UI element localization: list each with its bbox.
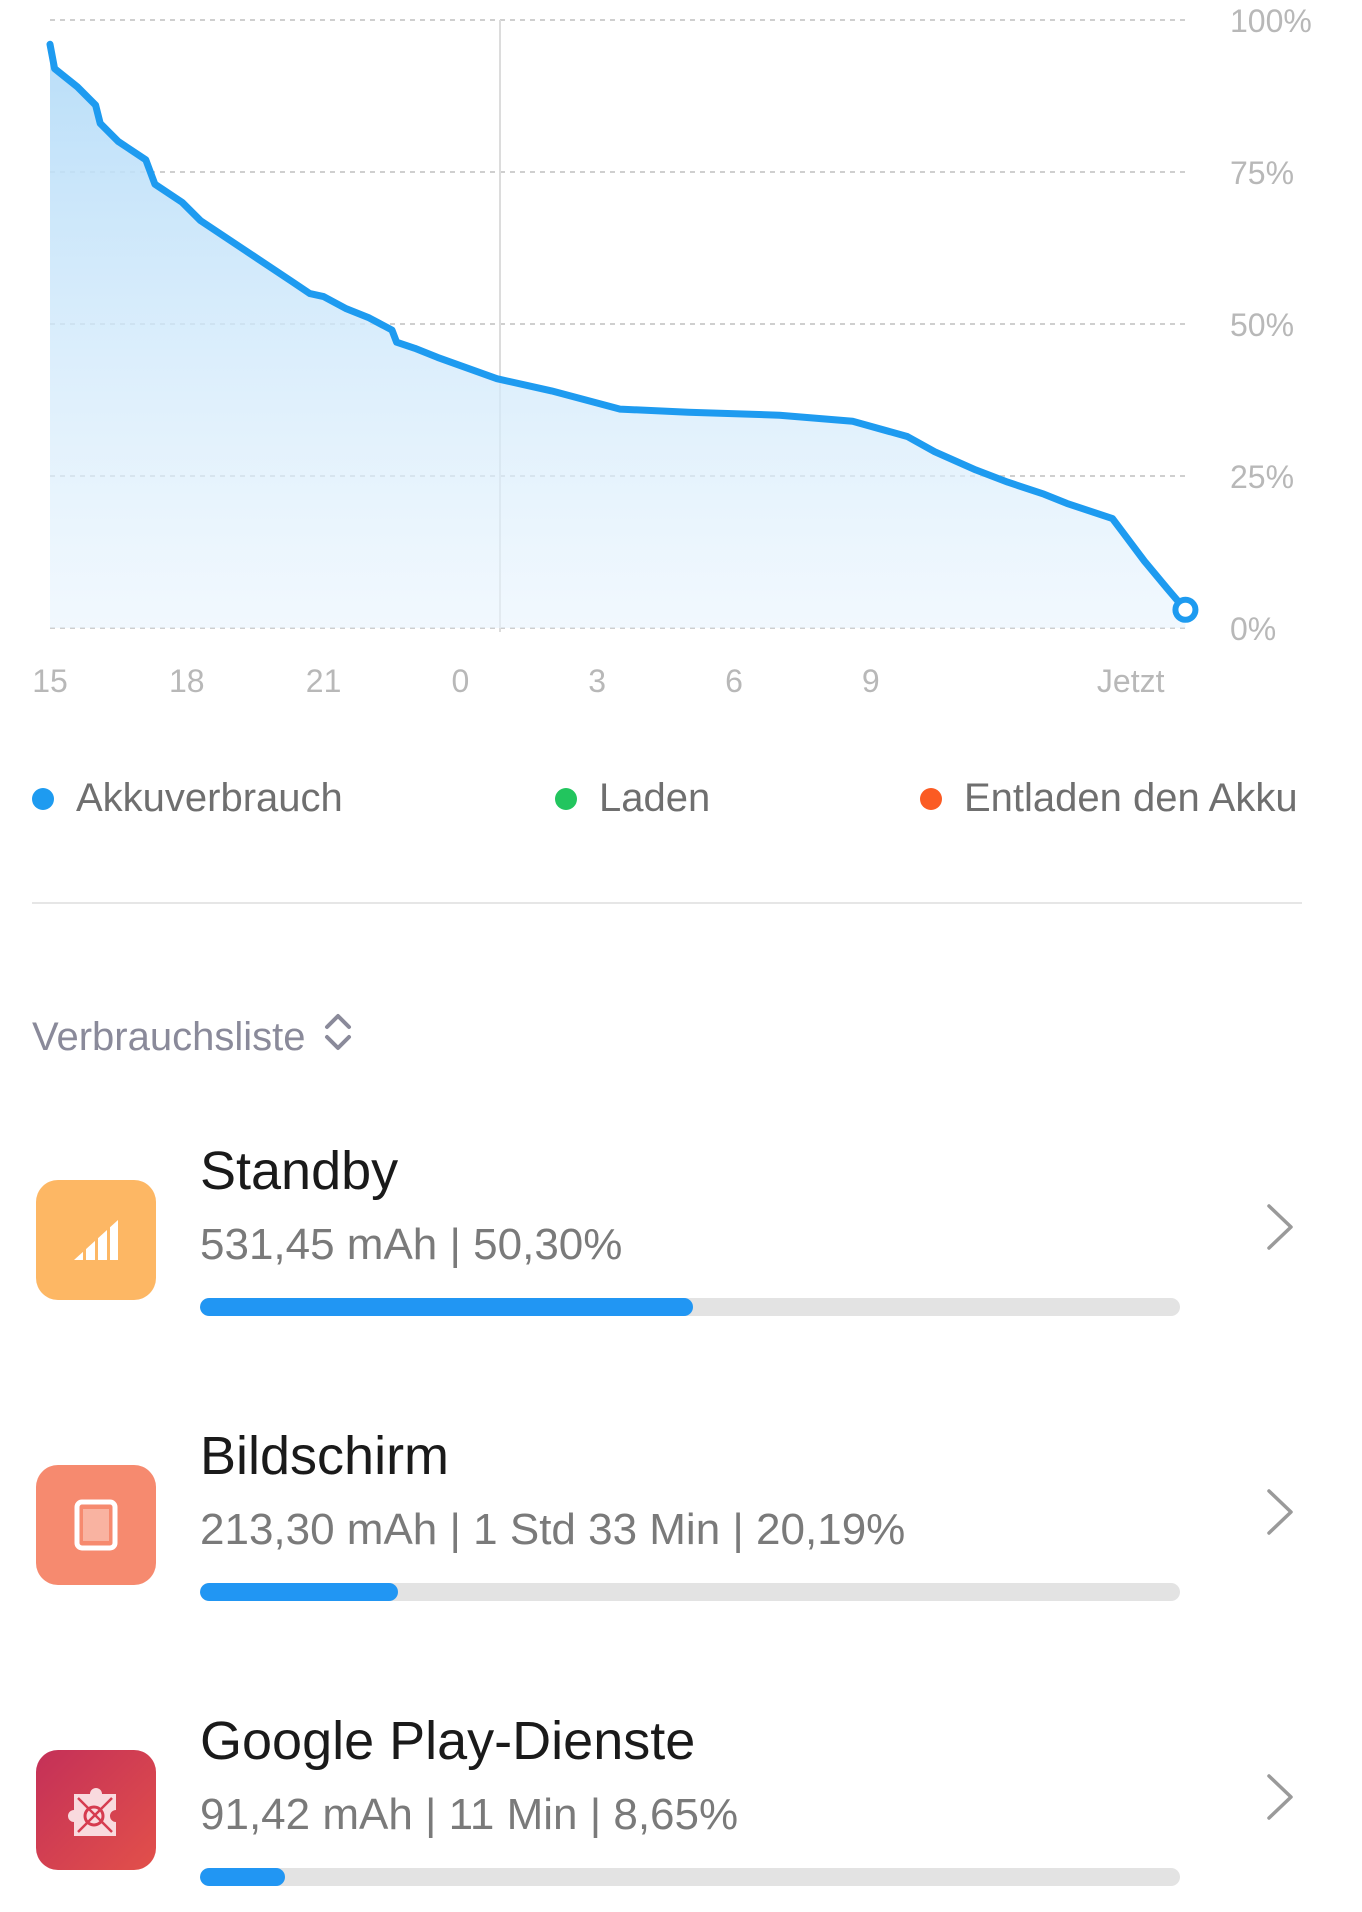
item-title: Standby xyxy=(200,1141,399,1201)
screen-icon xyxy=(36,1465,156,1585)
legend-label: Akkuverbrauch xyxy=(76,776,343,820)
legend-item-laden: Laden xyxy=(555,776,710,821)
google-play-services-icon xyxy=(36,1750,156,1870)
x-tick-label: 18 xyxy=(169,663,205,699)
sort-updown-icon xyxy=(321,1010,355,1064)
list-item-standby[interactable]: Standby 531,45 mAh | 50,30% xyxy=(0,1140,1362,1340)
item-usage-detail: 91,42 mAh | 11 Min | 8,65% xyxy=(200,1790,739,1839)
legend-dot-blue xyxy=(32,787,54,810)
y-tick-label: 25% xyxy=(1230,459,1294,495)
usage-progress-bar xyxy=(200,1868,1180,1886)
item-usage-detail: 531,45 mAh | 50,30% xyxy=(200,1220,623,1269)
item-title: Google Play-Dienste xyxy=(200,1711,696,1771)
usage-progress-fill xyxy=(200,1868,285,1886)
legend-label: Entladen den Akku xyxy=(964,776,1298,820)
x-tick-label: 0 xyxy=(452,663,470,699)
chart-legend: Akkuverbrauch Laden Entladen den Akku xyxy=(0,776,1362,836)
signal-bars-icon xyxy=(36,1180,156,1300)
current-level-marker xyxy=(1172,596,1199,623)
usage-list-sort[interactable]: Verbrauchsliste xyxy=(32,1010,355,1064)
x-tick-label: 15 xyxy=(32,663,68,699)
chevron-right-icon xyxy=(1265,1202,1295,1257)
x-tick-label: 9 xyxy=(862,663,880,699)
chevron-right-icon xyxy=(1265,1772,1295,1827)
legend-dot-green xyxy=(555,787,577,810)
x-tick-label: 21 xyxy=(306,663,342,699)
y-tick-label: 100% xyxy=(1230,3,1312,39)
usage-progress-fill xyxy=(200,1298,693,1316)
chevron-right-icon xyxy=(1265,1487,1295,1542)
legend-item-akkuverbrauch: Akkuverbrauch xyxy=(32,776,343,821)
legend-label: Laden xyxy=(599,776,711,820)
list-item-bildschirm[interactable]: Bildschirm 213,30 mAh | 1 Std 33 Min | 2… xyxy=(0,1425,1362,1625)
section-divider xyxy=(32,902,1302,904)
battery-usage-chart: 100% 75% 50% 25% 0% 15 18 21 0 3 6 9 Jetzt xyxy=(32,3,1312,699)
x-tick-label: Jetzt xyxy=(1097,663,1165,699)
usage-progress-bar xyxy=(200,1583,1180,1601)
x-tick-label: 6 xyxy=(725,663,743,699)
y-tick-label: 75% xyxy=(1230,155,1294,191)
x-tick-label: 3 xyxy=(588,663,606,699)
battery-level-line xyxy=(46,40,1189,614)
item-usage-detail: 213,30 mAh | 1 Std 33 Min | 20,19% xyxy=(200,1505,906,1554)
usage-progress-bar xyxy=(200,1298,1180,1316)
y-tick-label: 50% xyxy=(1230,307,1294,343)
item-title: Bildschirm xyxy=(200,1426,450,1486)
legend-dot-orange xyxy=(920,787,942,810)
usage-progress-fill xyxy=(200,1583,398,1601)
battery-area-fill xyxy=(50,44,1186,629)
y-tick-label: 0% xyxy=(1230,611,1276,647)
list-item-google-play-dienste[interactable]: Google Play-Dienste 91,42 mAh | 11 Min |… xyxy=(0,1710,1362,1910)
legend-item-entladen: Entladen den Akku xyxy=(920,776,1298,821)
sort-label: Verbrauchsliste xyxy=(32,1014,306,1059)
